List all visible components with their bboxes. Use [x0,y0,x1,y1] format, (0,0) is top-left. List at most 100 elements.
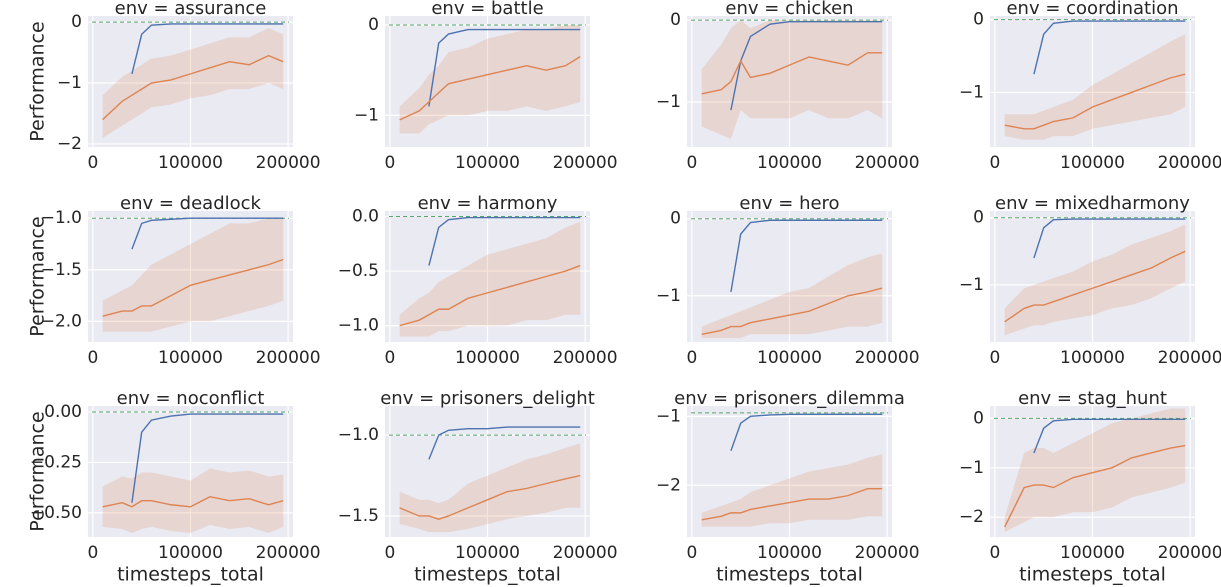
x-tick-label: 0 [686,543,697,563]
x-tick-label: 0 [384,543,395,563]
series-line [701,52,883,95]
x-tick-label: 200000 [1158,543,1221,563]
subplot-title: env = mixedharmony [995,193,1190,214]
y-tick-label: −1 [959,275,984,295]
confidence-band [701,20,883,139]
x-tick-label: 200000 [1158,153,1221,173]
series-line [399,264,581,327]
y-tick-label: 0 [670,10,681,30]
y-tick-label: −1.0 [41,208,82,228]
subplot-title: env = hero [739,193,839,214]
series-line [428,28,581,107]
y-tick-label: −1 [959,458,984,478]
x-tick-label: 100000 [455,543,520,563]
x-tick-label: 0 [989,348,1000,368]
x-tick-label: 200000 [256,153,321,173]
x-axis-label: timesteps_total [414,564,561,586]
series-line [701,287,883,335]
y-axis-label: Performance [27,411,49,531]
x-tick-label: 200000 [1158,348,1221,368]
x-tick-label: 200000 [553,153,618,173]
confidence-band [1004,34,1186,140]
confidence-band [399,221,581,337]
x-tick-label: 100000 [158,153,223,173]
x-tick-label: 100000 [1060,348,1125,368]
y-tick-label: −1.5 [41,260,82,280]
subplot-title: env = harmony [418,193,558,214]
x-tick-label: 0 [686,348,697,368]
y-axis-label: Performance [27,216,49,336]
y-tick-label: 0 [368,15,379,35]
series-line [1004,444,1186,528]
subplot-title: env = battle [431,0,543,19]
confidence-band [102,28,284,138]
y-tick-label: 0 [973,208,984,228]
x-tick-label: 0 [87,543,98,563]
series-line [399,56,581,121]
x-tick-label: 100000 [158,543,223,563]
y-tick-label: −2 [959,507,984,527]
series-line [1033,20,1186,75]
x-axis-label: timesteps_total [1019,564,1166,586]
x-tick-label: 100000 [455,348,520,368]
y-tick-label: 0.0 [352,206,379,226]
x-tick-label: 100000 [757,543,822,563]
series-line [131,217,284,250]
y-tick-label: −1 [354,105,379,125]
series-line [131,413,284,503]
y-tick-label: −1 [57,73,82,93]
y-tick-label: 0 [670,209,681,229]
x-tick-label: 100000 [158,348,223,368]
subplot-title: env = prisoners_dilemma [674,388,905,409]
confidence-band [399,25,581,134]
series-line [1004,250,1186,323]
y-tick-label: −2 [656,475,681,495]
y-tick-label: −2.0 [41,311,82,331]
x-tick-label: 200000 [855,153,920,173]
series-line [730,21,883,111]
subplot-title: env = prisoners_delight [380,388,595,409]
x-tick-label: 0 [989,153,1000,173]
y-tick-label: −1.0 [338,316,379,336]
series-line [102,258,284,317]
series-line [1033,218,1186,259]
series-line [1004,73,1186,130]
y-axis-label: Performance [27,21,49,141]
x-tick-label: 200000 [553,543,618,563]
series-line [701,488,883,521]
x-tick-label: 100000 [455,153,520,173]
x-tick-label: 200000 [553,348,618,368]
series-line [1033,418,1186,454]
x-tick-label: 100000 [757,153,822,173]
y-tick-label: −0.50 [30,503,82,523]
x-tick-label: 0 [384,153,395,173]
subplot-title: env = deadlock [120,193,262,214]
x-tick-label: 100000 [1060,153,1125,173]
series-line [131,23,284,75]
y-tick-label: 0.00 [44,402,82,422]
confidence-band [102,218,284,332]
y-tick-label: −1 [656,286,681,306]
x-tick-label: 0 [989,543,1000,563]
y-tick-label: −0.25 [30,452,82,472]
series-line [428,426,581,460]
x-tick-label: 0 [686,153,697,173]
x-tick-label: 200000 [256,348,321,368]
x-axis-label: timesteps_total [716,564,863,586]
x-tick-label: 100000 [757,348,822,368]
x-tick-label: 200000 [256,543,321,563]
confidence-band [701,253,883,339]
x-tick-label: 200000 [855,348,920,368]
confidence-band [1004,408,1186,533]
y-tick-label: −1 [656,92,681,112]
series-line [730,413,883,452]
series-line [428,216,581,266]
y-tick-label: −1 [656,406,681,426]
y-tick-label: 0 [973,408,984,428]
y-tick-label: −2 [57,134,82,154]
x-axis-label: timesteps_total [117,564,264,586]
series-line [399,474,581,520]
subplot-title: env = stag_hunt [1018,388,1167,409]
y-tick-label: −0.5 [338,261,379,281]
